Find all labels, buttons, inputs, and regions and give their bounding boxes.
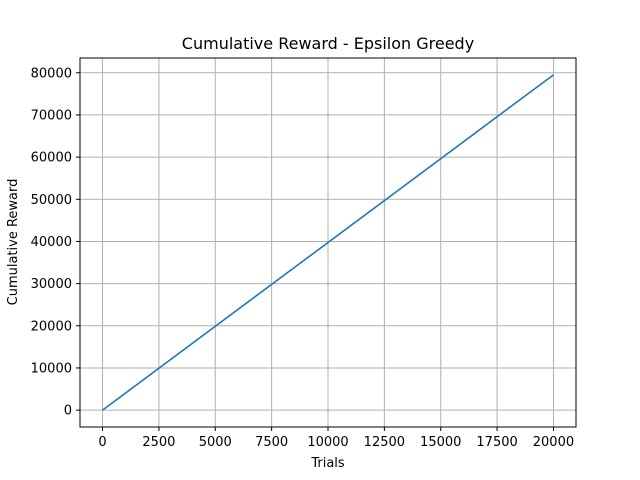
y-axis-label: Cumulative Reward — [6, 179, 21, 306]
y-tick-label: 50000 — [31, 193, 72, 208]
chart-title: Cumulative Reward - Epsilon Greedy — [182, 34, 474, 53]
y-tick-label: 10000 — [31, 361, 72, 376]
y-tick-label: 80000 — [31, 66, 72, 81]
x-tick-label: 10000 — [307, 435, 348, 450]
ticks: 0 2500 5000 7500 10000 12500 15000 17500 20000 0 1… — [31, 66, 574, 450]
x-tick-label: 0 — [98, 435, 106, 450]
series-group — [102, 74, 554, 411]
y-tick-label: 60000 — [31, 151, 72, 166]
x-tick-label: 5000 — [199, 435, 232, 450]
x-tick-label: 7500 — [255, 435, 288, 450]
x-tick-label: 15000 — [420, 435, 461, 450]
y-tick-label: 30000 — [31, 277, 72, 292]
grid — [80, 58, 576, 427]
x-tick-label: 12500 — [364, 435, 405, 450]
y-tick-label: 20000 — [31, 319, 72, 334]
x-axis-label: Trials — [310, 456, 345, 471]
y-tick-label: 0 — [64, 404, 72, 419]
x-tick-label: 20000 — [533, 435, 574, 450]
x-tick-label: 2500 — [142, 435, 175, 450]
x-tick-label: 17500 — [476, 435, 517, 450]
plot-frame — [79, 57, 577, 428]
y-tick-label: 40000 — [31, 235, 72, 250]
y-tick-label: 70000 — [31, 108, 72, 123]
series-line — [102, 74, 554, 411]
